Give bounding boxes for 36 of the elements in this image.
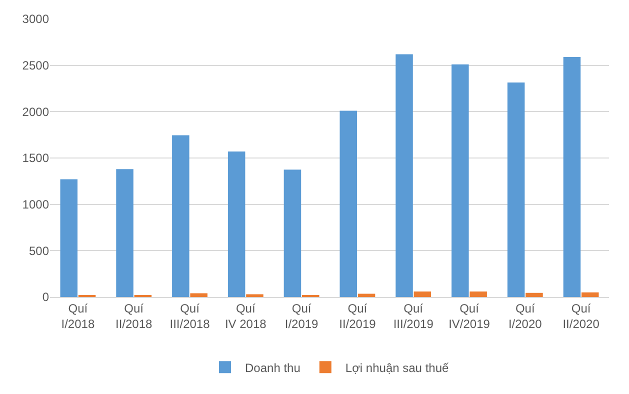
x-tick-label: Quí II/2018	[116, 301, 153, 331]
bar	[358, 294, 376, 297]
bar	[563, 56, 581, 297]
bar	[470, 291, 487, 297]
y-tick-label: 2500	[22, 58, 50, 73]
bar	[582, 292, 599, 297]
bar	[116, 169, 134, 297]
x-tick-label: Quí I/2019	[284, 301, 319, 331]
x-tick-label: Quí III/2018	[170, 301, 210, 331]
x-tick-label: Quí II/2020	[562, 301, 600, 331]
y-tick-label: 3000	[22, 12, 50, 26]
x-tick-label: Quí I/2020	[508, 301, 542, 331]
bar	[190, 293, 208, 297]
bar	[340, 110, 357, 297]
bar	[60, 179, 78, 297]
bar	[452, 64, 469, 297]
bar	[526, 292, 543, 297]
bar	[396, 54, 413, 297]
x-tick-label: Quí I/2018	[61, 301, 95, 331]
legend-label: Lợi nhuận sau thuế	[345, 360, 449, 375]
bar	[172, 135, 190, 297]
bar	[246, 294, 264, 297]
y-tick-label: 2000	[22, 104, 50, 119]
y-tick-label: 1000	[22, 198, 50, 212]
x-tick-label: Quí IV 2018	[224, 301, 267, 331]
x-tick-label: Quí IV/2019	[448, 301, 490, 331]
x-tick-label: Quí II/2019	[339, 301, 376, 331]
legend-label: Doanh thu	[245, 360, 300, 375]
bar	[507, 82, 525, 297]
y-tick-label: 1500	[22, 151, 50, 166]
x-tick-label: Quí III/2019	[393, 301, 434, 331]
bar	[414, 291, 432, 297]
bar	[284, 170, 302, 297]
y-tick-label: 0	[42, 290, 50, 304]
bar	[228, 152, 246, 297]
y-tick-label: 500	[28, 244, 50, 258]
